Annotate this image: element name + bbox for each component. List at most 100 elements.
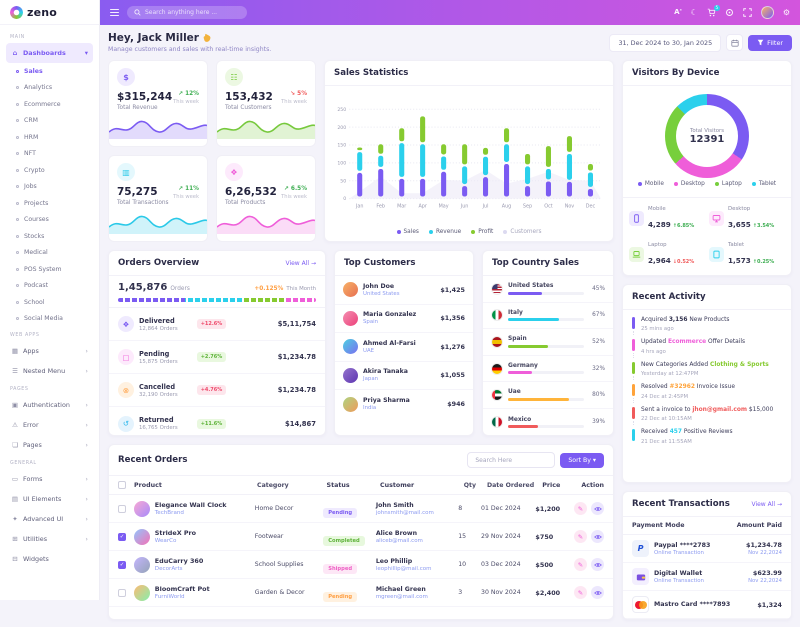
view-icon[interactable]: [591, 530, 604, 543]
legend-item-laptop: Laptop: [714, 181, 742, 187]
cart-icon[interactable]: 5: [707, 5, 720, 17]
top-country-sales-panel: Top Country Sales United States 45% Italy 6…: [482, 250, 614, 436]
customer-row[interactable]: Akira Tanaka Japan $1,055: [335, 362, 473, 390]
sidebar-subitem-social-media[interactable]: Social Media: [6, 311, 93, 328]
sidebar-item-label: Authentication: [23, 401, 70, 409]
svg-text:Oct: Oct: [544, 204, 552, 210]
progress-segment: [185, 298, 243, 302]
view-icon[interactable]: [591, 558, 604, 571]
sidebar-subitem-crypto[interactable]: Crypto: [6, 162, 93, 179]
row-checkbox[interactable]: ✓: [118, 532, 126, 541]
sidebar-subitem-stocks[interactable]: Stocks: [6, 228, 93, 245]
legend-label: Revenue: [435, 229, 462, 235]
sidebar-subitem-podcast[interactable]: Podcast: [6, 278, 93, 295]
sidebar-item-widgets[interactable]: ⊟ Widgets: [6, 549, 93, 569]
select-all-checkbox[interactable]: [118, 481, 126, 489]
sidebar-subitem-sales[interactable]: Sales: [6, 63, 93, 80]
orders-search-input[interactable]: [467, 452, 556, 468]
sidebar-item-authentication[interactable]: ▣ Authentication ›: [6, 395, 93, 415]
sidebar-subitem-label: HRM: [24, 133, 39, 141]
country-percent: 39%: [592, 419, 605, 426]
country-row-us: United States 45%: [483, 276, 613, 303]
stat-change: ↘ 5% This week: [281, 91, 307, 105]
customer-row[interactable]: Maria Gonzalez Spain $1,356: [335, 305, 473, 333]
recent-activity-list: Acquired 3,156 New Products 25 mins ago Up…: [623, 310, 791, 482]
table-row: Elegance Wall Clock TechBrand Home Decor Pe…: [109, 495, 613, 523]
sidebar-item-dashboards[interactable]: ⌂ Dashboards ▾: [6, 43, 93, 63]
sidebar-item-advanced-ui[interactable]: ✦ Advanced UI ›: [6, 509, 93, 529]
edit-icon[interactable]: ✎: [574, 558, 587, 571]
row-checkbox[interactable]: [118, 504, 126, 513]
row-checkbox[interactable]: ✓: [118, 560, 126, 569]
sidebar-item-ui-elements[interactable]: ▤ UI Elements ›: [6, 489, 93, 509]
search-input[interactable]: [145, 9, 240, 16]
edit-icon[interactable]: ✎: [574, 586, 587, 599]
sidebar-subitem-pos-system[interactable]: POS System: [6, 261, 93, 278]
user-avatar[interactable]: [760, 6, 774, 19]
sidebar-item-nested-menu[interactable]: ☰ Nested Menu ›: [6, 361, 93, 381]
sidebar-subitem-courses[interactable]: Courses: [6, 212, 93, 229]
cart-count-badge: 5: [713, 4, 720, 11]
sidebar-subitem-crm[interactable]: CRM: [6, 113, 93, 130]
sidebar-item-utilities[interactable]: ⊞ Utilities ›: [6, 529, 93, 549]
settings-gear-icon[interactable]: ⚙: [782, 7, 790, 17]
activity-time: 4 hrs ago: [641, 348, 666, 355]
row-checkbox[interactable]: [118, 588, 126, 597]
sidebar-item-pages[interactable]: ❏ Pages ›: [6, 435, 93, 455]
customer-row[interactable]: John Doe United States $1,425: [335, 276, 473, 305]
sidebar-subitem-analytics[interactable]: Analytics: [6, 80, 93, 97]
edit-icon[interactable]: ✎: [574, 502, 587, 515]
sidebar-subitem-school[interactable]: School: [6, 294, 93, 311]
brand-name: zeno: [27, 5, 58, 19]
activity-time: 21 Dec at 11:55AM: [641, 438, 692, 445]
date-range-picker[interactable]: 31, Dec 2024 to 30, Jan 2025: [609, 33, 722, 52]
sidebar-item-forms[interactable]: ▭ Forms ›: [6, 469, 93, 489]
brand-logo[interactable]: zeno: [0, 0, 99, 25]
sidebar-subitem-hrm[interactable]: HRM: [6, 129, 93, 146]
country-bar-track: [508, 371, 584, 375]
menu-toggle-icon[interactable]: [110, 9, 119, 16]
notifications-icon[interactable]: [725, 8, 734, 17]
transaction-name: Digital Wallet: [654, 569, 703, 577]
svg-text:Jun: Jun: [460, 204, 469, 210]
transactions-view-all-link[interactable]: View All →: [751, 500, 782, 508]
visitors-title: Visitors By Device: [632, 68, 720, 78]
svg-text:Apr: Apr: [418, 204, 426, 210]
sidebar-subitem-ecommerce[interactable]: Ecommerce: [6, 96, 93, 113]
customer-row[interactable]: Ahmed Al-Farsi UAE $1,276: [335, 333, 473, 362]
fullscreen-icon[interactable]: [743, 8, 752, 17]
status-cell: Pending: [323, 583, 376, 602]
customer-row[interactable]: Priya Sharma India $946: [335, 390, 473, 419]
view-icon[interactable]: [591, 586, 604, 599]
customers-icon: ☷: [225, 68, 243, 86]
edit-icon[interactable]: ✎: [574, 530, 587, 543]
filter-button[interactable]: Filter: [748, 34, 792, 51]
country-percent: 52%: [592, 338, 605, 345]
top-customers-panel: Top Customers John Doe United States $1,42…: [334, 250, 474, 436]
orders-table-body: Elegance Wall Clock TechBrand Home Decor Pe…: [109, 495, 613, 607]
bullet-icon: [16, 218, 19, 222]
avatar: [343, 367, 358, 383]
dollar-icon: $: [117, 68, 135, 86]
sidebar-subitem-projects[interactable]: Projects: [6, 195, 93, 212]
view-icon[interactable]: [591, 502, 604, 515]
transaction-date: Nov 22,2024: [748, 550, 782, 556]
sidebar-subitem-jobs[interactable]: Jobs: [6, 179, 93, 196]
stat-value: 153,432: [225, 91, 273, 103]
global-search[interactable]: [127, 6, 247, 19]
sidebar-subitem-medical[interactable]: Medical: [6, 245, 93, 262]
transactions-table-header: Payment Mode Amount Paid: [623, 517, 791, 535]
order-status-amount: $14,867: [285, 419, 316, 428]
sidebar-item-apps[interactable]: ▦ Apps ›: [6, 341, 93, 361]
stat-card-total-revenue: $ $315,244 Total Revenue ↗ 12% This week: [108, 60, 208, 147]
sidebar-subitem-nft[interactable]: NFT: [6, 146, 93, 163]
flag-es-icon: [491, 335, 503, 348]
sort-by-button[interactable]: Sort By ▾: [560, 452, 604, 468]
dark-mode-moon-icon[interactable]: ☾: [690, 7, 698, 17]
customer-name: John Doe: [363, 282, 395, 290]
calendar-button[interactable]: [726, 34, 744, 51]
sidebar-item-error[interactable]: ⚠ Error ›: [6, 415, 93, 435]
header-checkbox-cell: [118, 481, 134, 489]
orders-view-all-link[interactable]: View All →: [285, 259, 316, 267]
